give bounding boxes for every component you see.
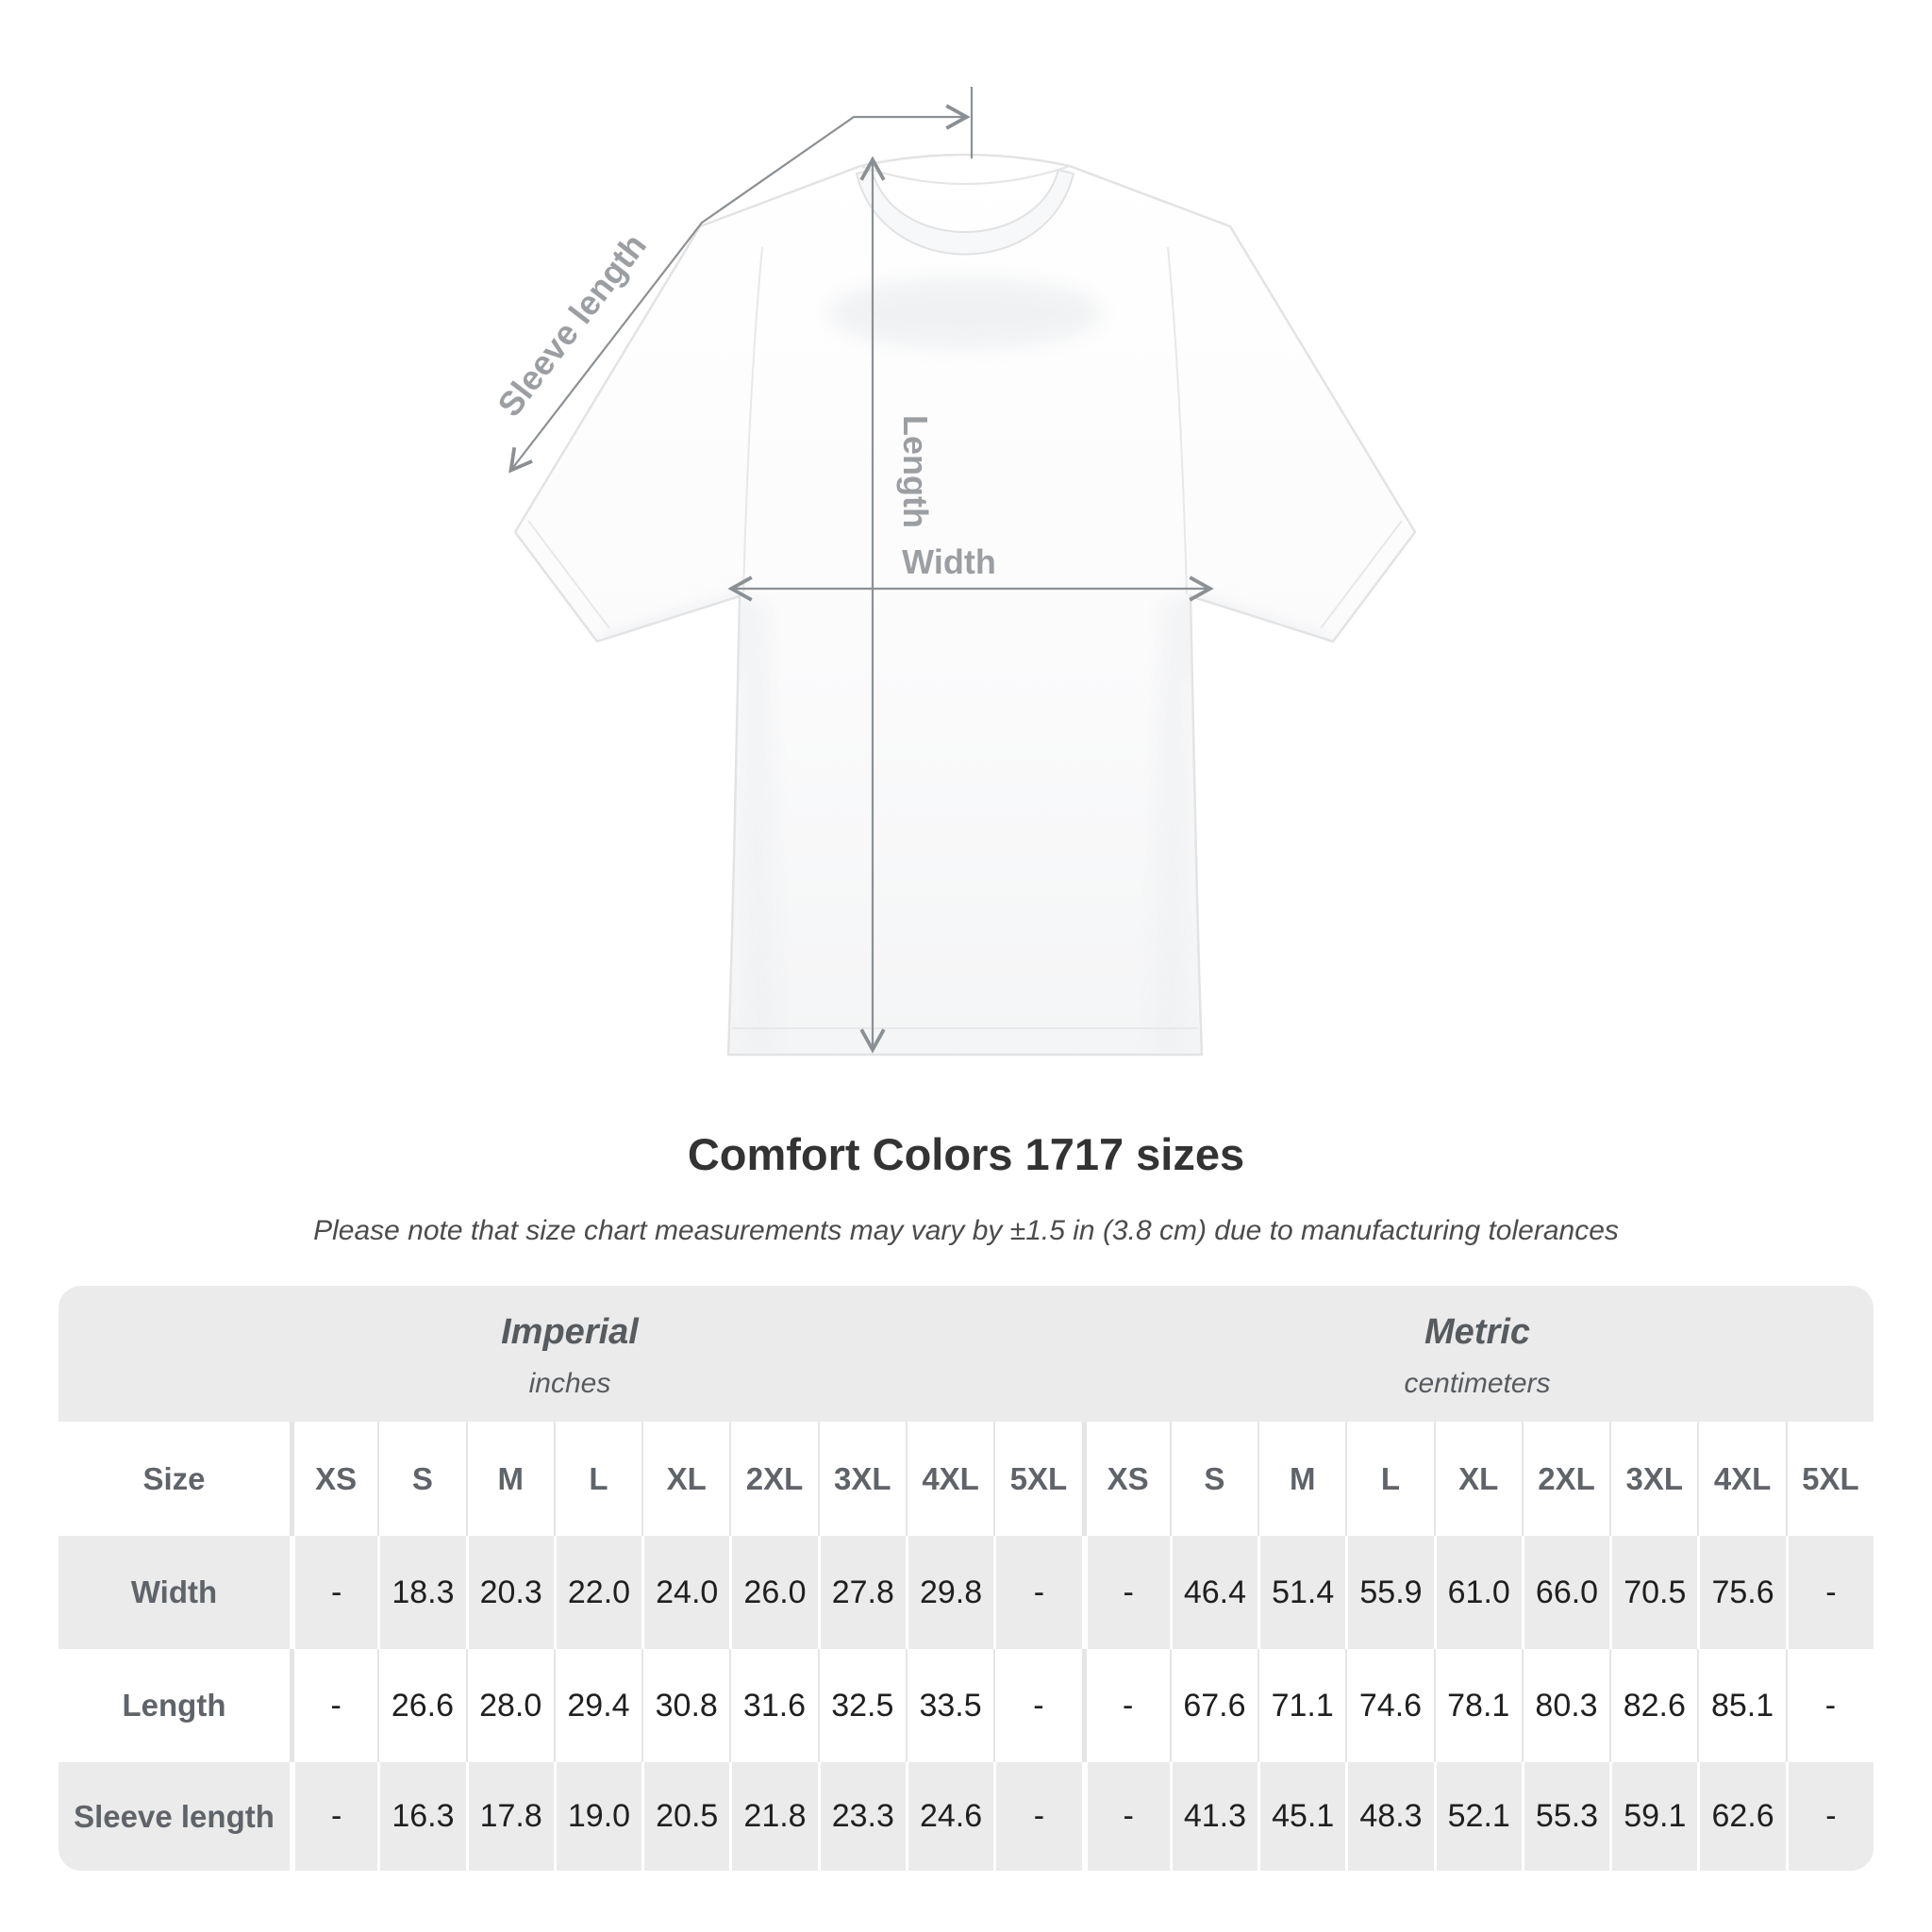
- size-header-imperial-l: L: [553, 1422, 641, 1536]
- width-metric-l: 55.9: [1345, 1536, 1433, 1649]
- size-header-metric-2xl: 2XL: [1521, 1422, 1609, 1536]
- size-header-metric-m: M: [1257, 1422, 1345, 1536]
- size-header-metric-4xl: 4XL: [1697, 1422, 1785, 1536]
- length-metric-2xl: 80.3: [1521, 1649, 1609, 1762]
- width-imperial-5xl: -: [993, 1536, 1081, 1649]
- size-header-metric-3xl: 3XL: [1609, 1422, 1697, 1536]
- length-imperial-s: 26.6: [377, 1649, 465, 1762]
- sleeve-length-metric-5xl: -: [1785, 1762, 1874, 1871]
- sleeve-length-metric-4xl: 62.6: [1697, 1762, 1785, 1871]
- imperial-unit: inches: [528, 1367, 611, 1399]
- unit-header-metric: Metric centimeters: [1081, 1286, 1874, 1422]
- sleeve-length-metric-m: 45.1: [1257, 1762, 1345, 1871]
- width-metric-m: 51.4: [1257, 1536, 1345, 1649]
- width-metric-4xl: 75.6: [1697, 1536, 1785, 1649]
- width-imperial-s: 18.3: [377, 1536, 465, 1649]
- sleeve-length-imperial-2xl: 21.8: [729, 1762, 817, 1871]
- size-header-imperial-5xl: 5XL: [993, 1422, 1081, 1536]
- length-metric-l: 74.6: [1345, 1649, 1433, 1762]
- row-label-width: Width: [130, 1574, 218, 1609]
- width-imperial-xs: -: [290, 1536, 377, 1649]
- width-imperial-2xl: 26.0: [729, 1536, 817, 1649]
- size-table: Imperial inches Metric centimeters Size …: [58, 1286, 1874, 1871]
- sleeve-length-arrow: [511, 117, 966, 470]
- length-imperial-3xl: 32.5: [817, 1649, 906, 1762]
- sleeve-length-metric-l: 48.3: [1345, 1762, 1433, 1871]
- tolerance-note: Please note that size chart measurements…: [313, 1215, 1619, 1246]
- sleeve-length-metric-2xl: 55.3: [1521, 1762, 1609, 1871]
- table-row-width: Width -18.3 20.3 22.0 24.0 26.0 27.8 29.8- -46.4…: [58, 1536, 1874, 1649]
- length-metric-xs: -: [1081, 1649, 1170, 1762]
- size-header-imperial-3xl: 3XL: [817, 1422, 906, 1536]
- width-metric-5xl: -: [1785, 1536, 1874, 1649]
- unit-header-imperial: Imperial inches: [58, 1286, 1081, 1422]
- length-imperial-xs: -: [290, 1649, 377, 1762]
- width-imperial-3xl: 27.8: [817, 1536, 906, 1649]
- sleeve-length-metric-s: 41.3: [1169, 1762, 1257, 1871]
- sleeve-length-imperial-xs: -: [290, 1762, 377, 1871]
- length-metric-4xl: 85.1: [1697, 1649, 1785, 1762]
- sleeve-length-imperial-3xl: 23.3: [817, 1762, 906, 1871]
- width-imperial-xl: 24.0: [641, 1536, 729, 1649]
- sleeve-length-imperial-m: 17.8: [465, 1762, 554, 1871]
- metric-unit: centimeters: [1404, 1367, 1551, 1399]
- row-label-length: Length: [122, 1688, 226, 1723]
- tshirt-diagram: Sleeve length Length Width: [490, 87, 1417, 1057]
- width-label: Width: [902, 542, 996, 581]
- size-header-metric-l: L: [1345, 1422, 1433, 1536]
- size-header-imperial-s: S: [377, 1422, 465, 1536]
- width-imperial-m: 20.3: [465, 1536, 554, 1649]
- size-header-metric-s: S: [1169, 1422, 1257, 1536]
- length-imperial-m: 28.0: [465, 1649, 554, 1762]
- length-metric-5xl: -: [1785, 1649, 1874, 1762]
- row-label-sleeve-length: Sleeve length: [74, 1798, 275, 1834]
- table-row-sleeve-length: Sleeve length -16.3 17.8 19.0 20.5 21.8 23.3 24…: [58, 1762, 1874, 1871]
- size-column-header: Size: [142, 1460, 206, 1496]
- length-imperial-l: 29.4: [553, 1649, 641, 1762]
- size-header-imperial-2xl: 2XL: [729, 1422, 817, 1536]
- table-body: Width -18.3 20.3 22.0 24.0 26.0 27.8 29.8- -46.4…: [58, 1536, 1874, 1871]
- width-metric-s: 46.4: [1169, 1536, 1257, 1649]
- size-header-row: Size XS S M L XL 2XL 3XL 4XL 5XL XS S M L XL 2XL 3XL 4XL…: [58, 1422, 1874, 1536]
- imperial-title: Imperial: [501, 1311, 639, 1352]
- sleeve-length-imperial-xl: 20.5: [641, 1762, 729, 1871]
- sleeve-length-metric-xs: -: [1081, 1762, 1170, 1871]
- width-metric-xs: -: [1081, 1536, 1170, 1649]
- length-metric-s: 67.6: [1169, 1649, 1257, 1762]
- width-metric-3xl: 70.5: [1609, 1536, 1697, 1649]
- sleeve-length-imperial-l: 19.0: [553, 1762, 641, 1871]
- size-header-imperial-m: M: [465, 1422, 554, 1536]
- sleeve-length-imperial-s: 16.3: [377, 1762, 465, 1871]
- sleeve-length-imperial-5xl: -: [993, 1762, 1081, 1871]
- length-imperial-xl: 30.8: [641, 1649, 729, 1762]
- length-metric-m: 71.1: [1257, 1649, 1345, 1762]
- page-title: Comfort Colors 1717 sizes: [687, 1129, 1245, 1179]
- width-metric-xl: 61.0: [1433, 1536, 1522, 1649]
- size-header-metric-5xl: 5XL: [1785, 1422, 1874, 1536]
- length-imperial-4xl: 33.5: [905, 1649, 993, 1762]
- unit-header-row: Imperial inches Metric centimeters: [58, 1286, 1874, 1422]
- length-imperial-5xl: -: [993, 1649, 1081, 1762]
- size-header-imperial-4xl: 4XL: [905, 1422, 993, 1536]
- width-imperial-l: 22.0: [553, 1536, 641, 1649]
- size-header-imperial-xl: XL: [641, 1422, 729, 1536]
- size-header-imperial-xs: XS: [290, 1422, 377, 1536]
- sleeve-length-metric-3xl: 59.1: [1609, 1762, 1697, 1871]
- metric-title: Metric: [1424, 1311, 1530, 1352]
- width-metric-2xl: 66.0: [1521, 1536, 1609, 1649]
- table-row-length: Length -26.6 28.0 29.4 30.8 31.6 32.5 33.5- -67.…: [58, 1649, 1874, 1762]
- size-header-metric-xl: XL: [1433, 1422, 1522, 1536]
- size-header-metric-xs: XS: [1081, 1422, 1170, 1536]
- length-metric-xl: 78.1: [1433, 1649, 1522, 1762]
- sleeve-length-metric-xl: 52.1: [1433, 1762, 1522, 1871]
- sleeve-length-imperial-4xl: 24.6: [905, 1762, 993, 1871]
- length-metric-3xl: 82.6: [1609, 1649, 1697, 1762]
- length-imperial-2xl: 31.6: [729, 1649, 817, 1762]
- length-label: Length: [896, 415, 935, 528]
- width-imperial-4xl: 29.8: [905, 1536, 993, 1649]
